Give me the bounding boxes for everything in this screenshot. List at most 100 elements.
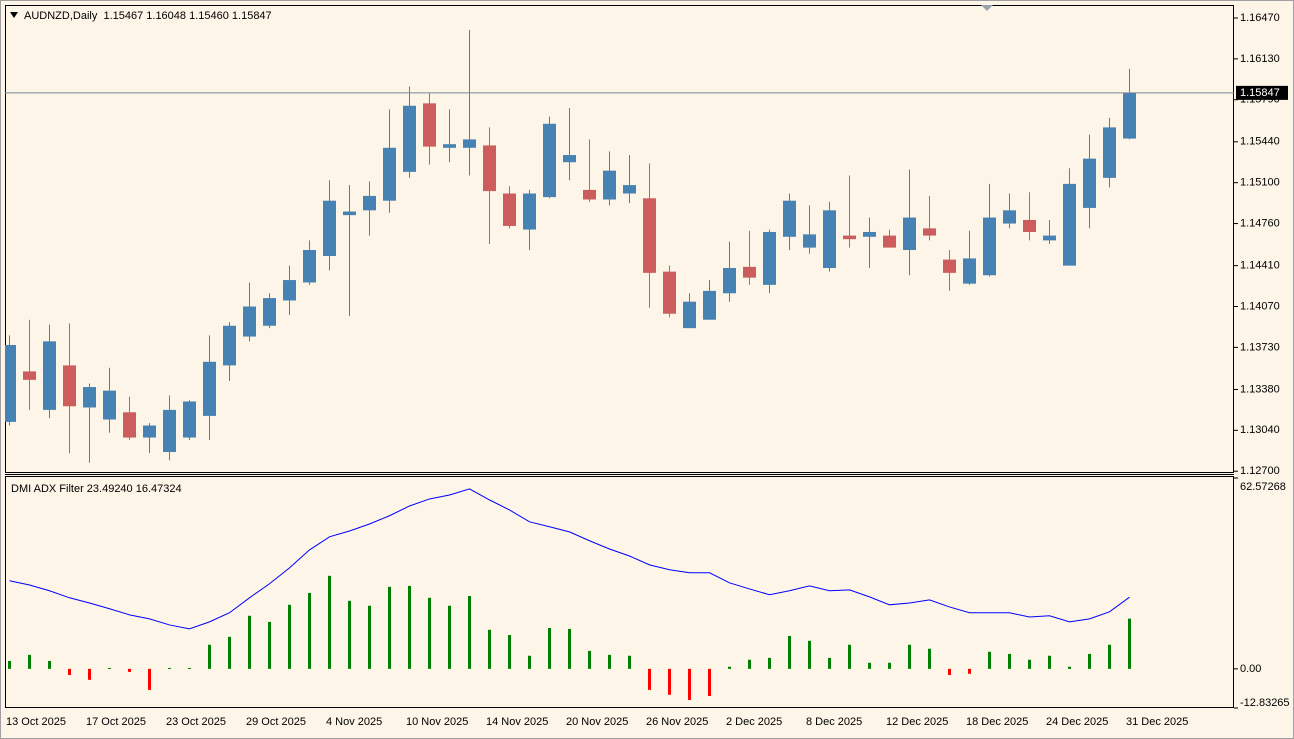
histogram-bar: [288, 604, 291, 669]
candle-body: [1043, 235, 1056, 241]
histogram-bar: [888, 662, 891, 669]
candle-body: [483, 145, 496, 192]
candle-body: [323, 200, 336, 257]
y-tick-label: 1.16470: [1240, 12, 1280, 24]
histogram-bar: [728, 666, 731, 669]
histogram-bar: [548, 627, 551, 669]
candle-body: [763, 231, 776, 285]
histogram-bar: [848, 644, 851, 669]
candle-body: [463, 139, 476, 148]
indicator-title: DMI ADX Filter 23.49240 16.47324: [11, 483, 182, 495]
histogram-bar: [768, 657, 771, 669]
histogram-bar: [648, 668, 651, 690]
histogram-bar: [328, 575, 331, 669]
candle-body: [163, 409, 176, 452]
histogram-bar: [968, 668, 971, 674]
histogram-bar: [348, 600, 351, 669]
histogram-bar: [568, 628, 571, 669]
histogram-bar: [468, 595, 471, 669]
y-tick-label: 1.13040: [1240, 424, 1280, 436]
histogram-bar: [488, 629, 491, 669]
adx-line: [9, 488, 1130, 630]
y-tick-label: 1.13380: [1240, 383, 1280, 395]
chart-shift-marker: [981, 5, 993, 11]
candle-body: [803, 234, 816, 248]
histogram-bar: [908, 644, 911, 669]
x-tick-label: 12 Dec 2025: [886, 716, 948, 728]
histogram-bar: [1068, 666, 1071, 669]
histogram-bar: [1028, 659, 1031, 669]
y-tick-label: 1.14070: [1240, 300, 1280, 312]
y-tick-label: 1.14410: [1240, 260, 1280, 272]
histogram-bar: [748, 659, 751, 669]
candle-body: [983, 217, 996, 276]
candle-body: [203, 361, 216, 416]
candle-body: [623, 185, 636, 194]
histogram-bar: [708, 668, 711, 697]
candle-body: [343, 211, 356, 216]
candle-body: [443, 144, 456, 148]
x-tick-label: 20 Nov 2025: [566, 716, 628, 728]
histogram-bar: [48, 660, 51, 669]
candle-body: [643, 198, 656, 273]
histogram-bar: [988, 651, 991, 669]
candle-body: [243, 306, 256, 337]
y-tick-label: 1.13730: [1240, 341, 1280, 353]
chart-title: AUDNZD,Daily 1.15467 1.16048 1.15460 1.1…: [24, 10, 272, 22]
histogram-bar: [1088, 653, 1091, 669]
histogram-bar: [188, 667, 191, 669]
candle-body: [223, 325, 236, 366]
indicator-plot: [8, 488, 1131, 700]
y-tick-label: -12.83265: [1240, 697, 1290, 709]
candle-body: [403, 105, 416, 172]
candle-body: [603, 170, 616, 200]
histogram-bar: [408, 585, 411, 669]
candle-body: [1003, 210, 1016, 224]
candle-body: [143, 425, 156, 438]
histogram-bar: [8, 660, 11, 669]
candle-body: [5, 344, 16, 422]
y-tick-label: 1.16130: [1240, 53, 1280, 65]
x-tick-label: 8 Dec 2025: [806, 716, 862, 728]
histogram-bar: [608, 654, 611, 669]
histogram-bar: [688, 668, 691, 700]
price-label: 1.15847: [1240, 87, 1280, 99]
y-tick-label: 1.14760: [1240, 217, 1280, 229]
y-tick-label: 1.15100: [1240, 177, 1280, 189]
candle-body: [583, 189, 596, 200]
candle-body: [383, 147, 396, 201]
histogram-bar: [168, 667, 171, 669]
candle-body: [863, 231, 876, 237]
candle-body: [543, 123, 556, 198]
candle-body: [663, 271, 676, 314]
candle-body: [1103, 127, 1116, 178]
candle-body: [703, 290, 716, 320]
candle-body: [923, 228, 936, 236]
candle-body: [263, 298, 276, 326]
histogram-bar: [148, 668, 151, 690]
axes: 1.164701.161301.157901.154401.151001.147…: [6, 12, 1290, 728]
candle-body: [883, 235, 896, 248]
candle-body: [303, 249, 316, 283]
candle-body: [123, 412, 136, 438]
histogram-bar: [248, 615, 251, 669]
histogram-bar: [588, 650, 591, 669]
histogram-bar: [428, 597, 431, 669]
candle-body: [423, 103, 436, 147]
histogram-bar: [528, 655, 531, 669]
x-tick-label: 17 Oct 2025: [86, 716, 146, 728]
histogram-bar: [448, 605, 451, 669]
histogram-bar: [1048, 655, 1051, 669]
x-tick-label: 10 Nov 2025: [406, 716, 468, 728]
histogram-bar: [508, 635, 511, 669]
histogram-bar: [928, 648, 931, 669]
x-tick-label: 24 Dec 2025: [1046, 716, 1108, 728]
x-tick-label: 23 Oct 2025: [166, 716, 226, 728]
y-tick-label: 0.00: [1240, 663, 1261, 675]
x-tick-label: 13 Oct 2025: [6, 716, 66, 728]
candle-body: [103, 390, 116, 420]
histogram-bar: [308, 592, 311, 669]
histogram-bar: [268, 621, 271, 669]
x-tick-label: 2 Dec 2025: [726, 716, 782, 728]
